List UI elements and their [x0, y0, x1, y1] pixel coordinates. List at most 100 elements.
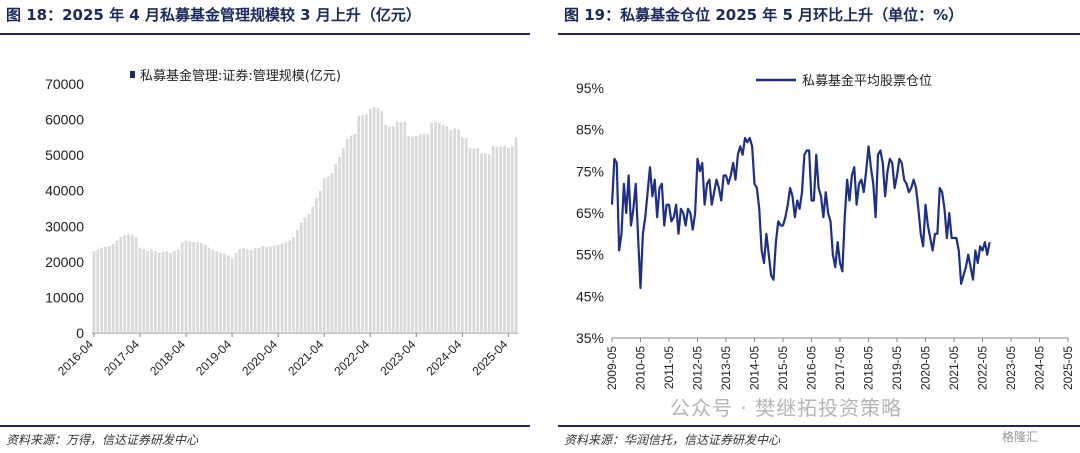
- bar: [453, 128, 457, 333]
- bar: [173, 251, 176, 333]
- legend-label: 私募基金平均股票仓位: [802, 73, 932, 89]
- right-source-rule: [558, 425, 1080, 427]
- bar: [215, 251, 219, 333]
- y-tick-label: 95%: [576, 80, 604, 96]
- left-source-note: 资料来源：万得，信达证券研发中心: [6, 433, 199, 447]
- bar: [380, 110, 384, 334]
- right-title-rule: [558, 33, 1080, 35]
- bar: [200, 243, 203, 333]
- bar: [457, 129, 460, 333]
- bar: [434, 122, 437, 333]
- bar: [334, 164, 338, 333]
- bar: [430, 123, 433, 333]
- x-tick-label: 2010-05: [634, 346, 648, 390]
- x-tick-label: 2020-05: [919, 346, 933, 390]
- bar: [403, 121, 407, 334]
- bar: [468, 148, 472, 333]
- bar: [188, 241, 192, 333]
- bar: [242, 248, 245, 333]
- bar: [127, 234, 130, 333]
- line-chart-stock-position: 35% 45% 55% 65% 75% 85% 95% 2009-05 2010-05 2011-…: [576, 73, 1075, 390]
- bar: [92, 251, 96, 333]
- bar: [196, 242, 199, 333]
- bar: [142, 249, 146, 333]
- bar: [441, 124, 445, 333]
- bar: [234, 252, 238, 333]
- bar: [399, 122, 403, 333]
- y-tick-label: 45%: [576, 288, 604, 304]
- bar: [253, 247, 257, 333]
- watermark-logo: 格隆汇: [1002, 430, 1039, 444]
- left-figure-title: 图 18：2025 年 4 月私募基金管理规模较 3 月上升（亿元）: [6, 6, 421, 24]
- bar: [192, 241, 196, 333]
- bar: [464, 138, 468, 333]
- bar: [426, 134, 430, 333]
- wechat-watermark: 公众号 · 樊继拓投资策略: [670, 396, 903, 420]
- bar: [303, 217, 307, 333]
- bar: [107, 245, 111, 333]
- x-tick-label: 2018-05: [862, 346, 876, 390]
- x-tick-label: 2009-05: [605, 346, 619, 390]
- legend-swatch: [130, 71, 135, 78]
- bar: [104, 246, 107, 333]
- x-tick-label: 2021-05: [947, 346, 961, 390]
- y-tick-label: 85%: [576, 122, 604, 138]
- bar: [418, 134, 422, 333]
- right-chart-panel: 图 19：私募基金仓位 2025 年 5 月环比上升（单位：%） 35% 45% 5…: [558, 0, 1080, 453]
- x-tick-label: 2015-05: [776, 346, 790, 390]
- bar: [111, 244, 115, 333]
- y-tick-label: 55%: [576, 247, 604, 263]
- bar: [119, 236, 123, 333]
- right-figure-title: 图 19：私募基金仓位 2025 年 5 月环比上升（单位：%）: [564, 6, 964, 24]
- legend-label: 私募基金管理:证券:管理规模(亿元): [140, 68, 341, 84]
- y-tick-label: 20000: [45, 254, 84, 270]
- x-tick-label: 2012-05: [691, 346, 705, 390]
- bar: [280, 243, 284, 333]
- bar: [203, 244, 207, 333]
- bar: [123, 235, 126, 333]
- bar: [407, 135, 410, 333]
- bar: [272, 245, 276, 333]
- bar: [449, 130, 453, 333]
- bar: [219, 252, 222, 333]
- bar: [249, 249, 253, 333]
- bar: [491, 146, 495, 333]
- bar: [299, 222, 303, 333]
- x-tick-label: 2022-05: [976, 346, 990, 390]
- bar: [207, 247, 211, 333]
- bar: [96, 249, 100, 333]
- bar: [422, 133, 426, 333]
- bar: [322, 178, 326, 333]
- bar: [150, 249, 153, 333]
- bar: [115, 240, 119, 333]
- x-tick-label: 2021-04: [285, 337, 326, 378]
- x-tick-label: 2017-04: [101, 337, 142, 378]
- left-title-rule: [0, 33, 530, 35]
- bar: [368, 108, 372, 334]
- bar: [342, 148, 345, 333]
- x-tick-label: 2023-05: [1004, 346, 1018, 390]
- bar: [138, 247, 142, 333]
- y-tick-label: 70000: [45, 76, 84, 92]
- x-tick-label: 2020-04: [239, 337, 280, 378]
- y-tick-label: 10000: [45, 289, 84, 305]
- bar: [100, 247, 103, 333]
- bar: [165, 251, 169, 333]
- bar: [307, 213, 311, 333]
- bar: [153, 251, 157, 333]
- bar: [146, 251, 149, 333]
- bar: [388, 126, 391, 333]
- bar: [157, 252, 161, 333]
- bar: [361, 115, 364, 333]
- bar: [353, 133, 357, 333]
- series-line: [610, 136, 991, 290]
- x-tick-label: 2024-05: [1033, 346, 1047, 390]
- bar: [134, 236, 138, 333]
- y-tick-label: 0: [76, 325, 84, 341]
- bar: [184, 240, 188, 333]
- bar: [472, 148, 476, 333]
- x-tick-label: 2018-04: [147, 337, 188, 378]
- bar: [238, 249, 242, 333]
- bar: [499, 146, 503, 333]
- bar: [437, 123, 441, 333]
